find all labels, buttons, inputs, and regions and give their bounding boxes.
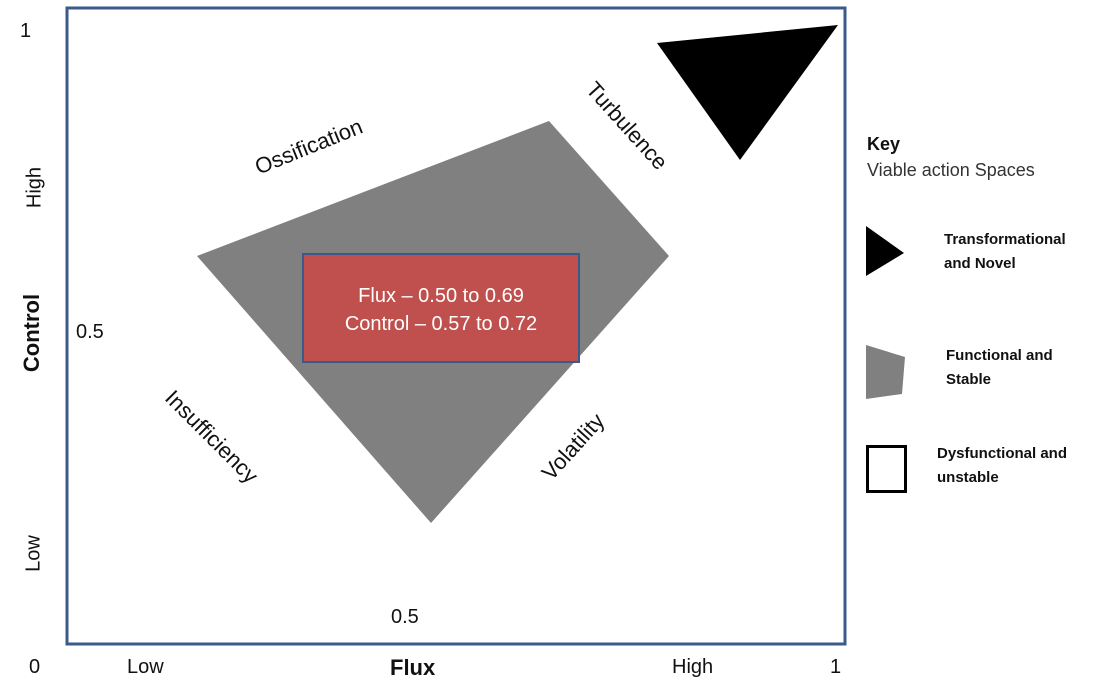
dysfunctional-key-icon <box>866 445 907 493</box>
flux-range-text: Flux – 0.50 to 0.69 <box>358 285 524 307</box>
y-low-label: Low <box>22 535 45 572</box>
transformational-key-icon <box>866 226 904 276</box>
y-axis-title: Control <box>19 293 44 373</box>
key-title: Key <box>867 134 901 154</box>
y-max-label: 1 <box>20 20 32 42</box>
plot-frame <box>65 6 847 646</box>
x-max-label: 1 <box>830 656 842 678</box>
x-low-label: Low <box>127 656 164 678</box>
key-subtitle: Viable action Spaces <box>867 160 1035 180</box>
y-mid-label: 0.5 <box>76 321 104 343</box>
origin-label: 0 <box>29 656 41 678</box>
y-high-label: High <box>23 166 46 209</box>
functional-key-icon <box>866 345 905 399</box>
x-high-label: High <box>672 656 714 678</box>
key-item-transformational: Transformational and Novel <box>944 231 1066 272</box>
x-mid-label: 0.5 <box>391 606 419 628</box>
transformational-novel-shape <box>657 25 838 160</box>
x-axis-title: Flux <box>390 655 436 680</box>
key-item-dysfunctional: Dysfunctional and unstable <box>937 445 1068 486</box>
control-range-text: Control – 0.57 to 0.72 <box>344 313 538 335</box>
key-item-functional: Functional and Stable <box>946 347 1053 388</box>
key-legend: Key Viable action Spaces Transformationa… <box>866 134 1102 504</box>
highlight-range-box: Flux – 0.50 to 0.69 Control – 0.57 to 0.… <box>302 253 580 363</box>
